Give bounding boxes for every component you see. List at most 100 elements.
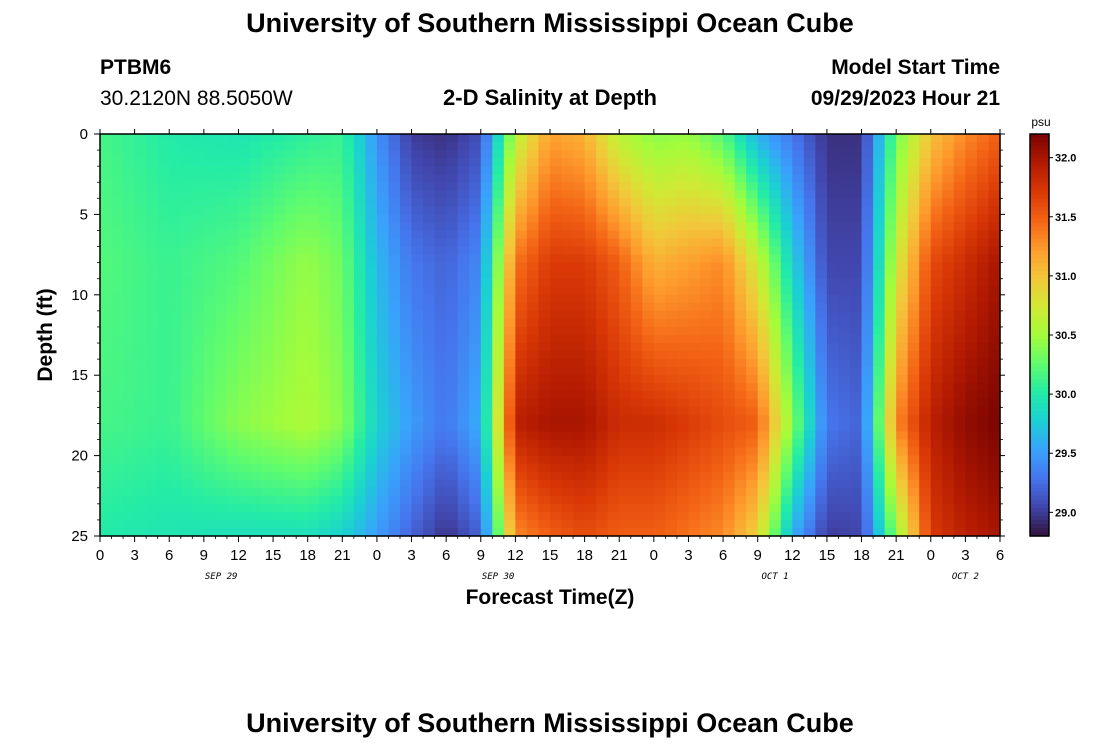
heatmap-cell (365, 471, 378, 481)
heatmap-cell (538, 471, 551, 481)
heatmap-cell (653, 150, 666, 159)
heatmap-cell (146, 423, 159, 433)
heatmap-cell (100, 150, 113, 159)
heatmap-cell (896, 254, 909, 264)
heatmap-cell (296, 254, 309, 264)
heatmap-cell (711, 415, 724, 425)
heatmap-cell (942, 463, 955, 473)
heatmap-cell (169, 423, 182, 433)
heatmap-cell (100, 278, 113, 288)
heatmap-cell (550, 359, 563, 368)
heatmap-cell (976, 302, 990, 312)
heatmap-cell (192, 495, 205, 505)
heatmap-cell (850, 326, 863, 336)
heatmap-cell (238, 302, 251, 312)
heatmap-cell (619, 142, 632, 151)
heatmap-cell (226, 447, 240, 457)
heatmap-cell (446, 198, 459, 207)
heatmap-cell (365, 399, 378, 408)
heatmap-cell (884, 294, 897, 304)
heatmap-cell (573, 447, 586, 457)
heatmap-cell (123, 391, 136, 400)
heatmap-cell (746, 270, 759, 280)
heatmap-cell (988, 503, 1001, 513)
heatmap-cell (746, 495, 759, 505)
heatmap-cell (388, 206, 401, 215)
heatmap-cell (838, 262, 851, 272)
heatmap-cell (446, 310, 459, 320)
heatmap-cell (307, 222, 320, 232)
heatmap-cell (261, 294, 274, 304)
heatmap-cell (919, 447, 932, 457)
heatmap-cell (642, 343, 655, 352)
heatmap-cell (353, 174, 366, 183)
heatmap-cell (192, 343, 205, 352)
heatmap-cell (596, 262, 609, 272)
heatmap-cell (700, 359, 713, 368)
heatmap-cell (976, 391, 990, 400)
heatmap-cell (988, 262, 1001, 272)
heatmap-cell (550, 262, 563, 272)
heatmap-cell (457, 431, 470, 441)
colorbar-segment (1030, 455, 1049, 461)
heatmap-cell (457, 407, 470, 416)
heatmap-cell (700, 198, 713, 207)
heatmap-cell (988, 222, 1001, 232)
heatmap-cell (538, 254, 551, 264)
heatmap-cell (596, 222, 609, 232)
heatmap-cell (630, 206, 643, 215)
heatmap-cell (630, 262, 643, 272)
heatmap-cell (596, 294, 609, 304)
heatmap-cell (157, 471, 170, 481)
heatmap-cell (826, 383, 840, 392)
heatmap-cell (238, 495, 251, 505)
heatmap-cell (573, 254, 586, 264)
heatmap-cell (965, 286, 978, 296)
heatmap-cell (330, 318, 343, 328)
heatmap-cell (157, 439, 170, 449)
heatmap-cell (400, 431, 413, 441)
heatmap-cell (838, 375, 851, 384)
heatmap-cell (146, 447, 159, 457)
colorbar-segment (1030, 294, 1049, 300)
heatmap-cell (642, 447, 655, 457)
heatmap-cell (757, 495, 770, 505)
heatmap-cell (250, 527, 263, 537)
heatmap-cell (353, 222, 366, 232)
heatmap-cell (780, 254, 793, 264)
heatmap-cell (123, 407, 136, 416)
heatmap-cell (861, 351, 874, 360)
x-tick-label: 12 (230, 547, 247, 564)
heatmap-cell (550, 238, 563, 248)
heatmap-cell (792, 439, 805, 449)
heatmap-cell (284, 415, 297, 425)
heatmap-cell (723, 487, 736, 497)
heatmap-cell (192, 415, 205, 425)
heatmap-cell (515, 254, 528, 264)
heatmap-cell (376, 278, 390, 288)
heatmap-cell (100, 423, 113, 433)
heatmap-cell (769, 294, 782, 304)
heatmap-cell (111, 230, 124, 240)
heatmap-cell (457, 190, 470, 199)
heatmap-cell (100, 246, 113, 256)
heatmap-cell (607, 367, 620, 376)
heatmap-cell (642, 487, 655, 497)
heatmap-cell (861, 318, 874, 328)
heatmap-cell (319, 166, 332, 175)
heatmap-cell (169, 399, 182, 408)
heatmap-cell (907, 174, 920, 183)
heatmap-cell (815, 262, 828, 272)
heatmap-cell (838, 206, 851, 215)
heatmap-cell (492, 391, 505, 400)
heatmap-cell (838, 190, 851, 199)
heatmap-cell (815, 415, 828, 425)
heatmap-cell (307, 455, 320, 465)
heatmap-cell (180, 471, 193, 481)
heatmap-cell (400, 230, 413, 240)
heatmap-cell (861, 439, 874, 449)
heatmap-cell (169, 150, 182, 159)
heatmap-cell (792, 407, 805, 416)
heatmap-cell (157, 399, 170, 408)
heatmap-cell (526, 343, 540, 352)
